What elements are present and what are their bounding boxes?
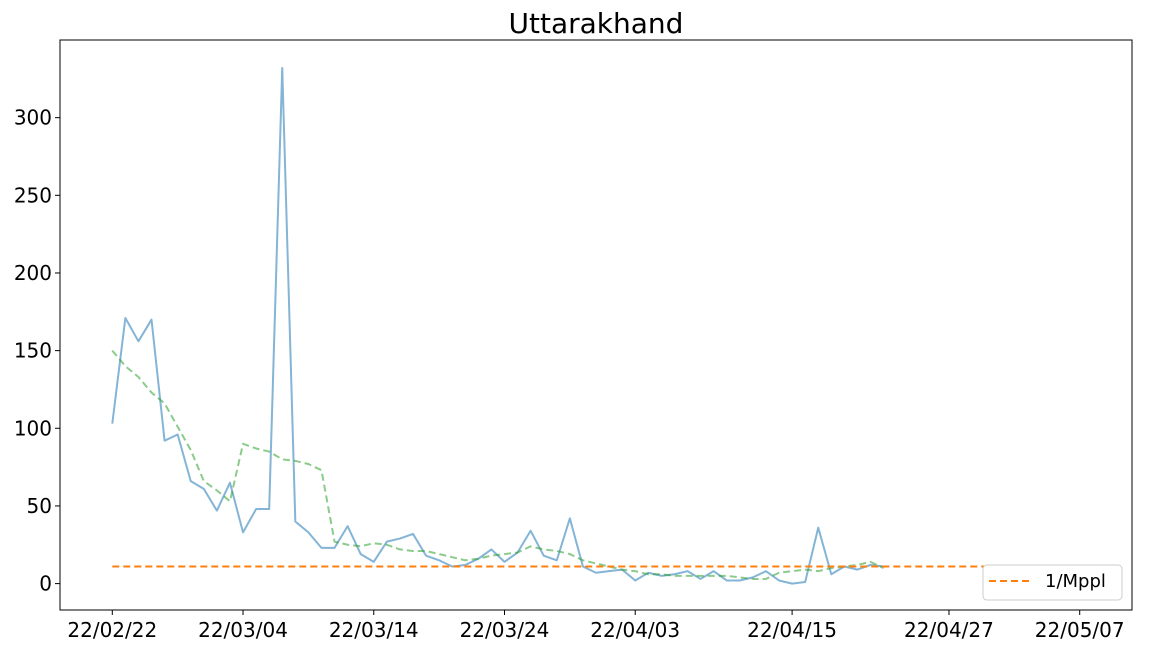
x-tick-label: 22/03/04 [198,618,288,642]
plot-frame [59,39,1133,611]
y-tick-label: 50 [27,494,52,518]
x-tick-label: 22/02/22 [67,618,157,642]
y-tick-label: 0 [39,572,52,596]
y-axis: 0 50 100 150 200 250 300 [14,106,60,596]
y-tick-label: 200 [14,261,52,285]
plot-area [59,39,1133,611]
legend-box [982,564,1123,601]
legend: 1/Mppl [982,564,1123,601]
x-tick-label: 22/04/03 [590,618,680,642]
y-tick-label: 300 [14,106,52,130]
chart-title: Uttarakhand [509,7,684,40]
series-line-1 [111,66,884,585]
x-tick-label: 22/03/24 [460,618,550,642]
series-line-2 [111,349,885,580]
x-tick-label: 22/03/14 [329,618,419,642]
y-tick-label: 250 [14,183,52,207]
y-tick-label: 150 [14,339,52,363]
x-tick-label: 22/04/15 [747,618,837,642]
y-tick-label: 100 [14,416,52,440]
series-layer [111,66,1080,585]
x-axis: 22/02/22 22/03/04 22/03/14 22/03/24 22/04/03… [67,610,1125,642]
x-tick-label: 22/05/07 [1035,618,1125,642]
legend-label-1mppl: 1/Mppl [1045,571,1106,592]
x-tick-label: 22/04/27 [904,618,994,642]
